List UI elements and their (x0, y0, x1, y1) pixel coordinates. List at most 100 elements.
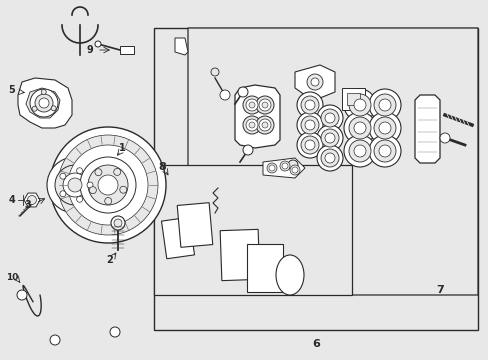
Circle shape (348, 94, 370, 116)
Circle shape (114, 168, 121, 175)
Polygon shape (346, 93, 359, 105)
Text: 10: 10 (6, 274, 18, 283)
Circle shape (58, 135, 158, 235)
Circle shape (262, 122, 267, 128)
Circle shape (296, 112, 323, 138)
Text: 3: 3 (24, 200, 31, 210)
Polygon shape (187, 28, 477, 295)
Circle shape (104, 198, 111, 204)
Circle shape (296, 132, 323, 158)
Polygon shape (177, 203, 212, 247)
Circle shape (17, 290, 27, 300)
Circle shape (282, 163, 287, 169)
Circle shape (320, 129, 338, 147)
Circle shape (325, 153, 334, 163)
Polygon shape (414, 95, 439, 163)
Circle shape (245, 99, 258, 111)
Polygon shape (220, 229, 259, 281)
Circle shape (238, 87, 247, 97)
Circle shape (439, 133, 449, 143)
Circle shape (210, 68, 219, 76)
Circle shape (280, 161, 289, 171)
Circle shape (320, 149, 338, 167)
Circle shape (373, 140, 395, 162)
Circle shape (95, 41, 101, 47)
Circle shape (316, 145, 342, 171)
Bar (120, 46, 134, 54)
Circle shape (114, 219, 122, 227)
Polygon shape (161, 217, 194, 259)
Text: 4: 4 (9, 195, 15, 205)
Circle shape (266, 163, 276, 173)
Circle shape (368, 89, 400, 121)
Circle shape (220, 90, 229, 100)
Polygon shape (24, 193, 40, 207)
Circle shape (243, 145, 252, 155)
Circle shape (89, 186, 96, 194)
Circle shape (301, 116, 318, 134)
Circle shape (32, 106, 37, 111)
Circle shape (296, 92, 323, 118)
Circle shape (68, 145, 148, 225)
Polygon shape (263, 158, 305, 178)
Polygon shape (341, 88, 364, 110)
Circle shape (320, 109, 338, 127)
Circle shape (63, 173, 87, 197)
Circle shape (50, 127, 165, 243)
Circle shape (305, 120, 314, 130)
Circle shape (268, 165, 274, 171)
Text: 9: 9 (86, 45, 93, 55)
Polygon shape (26, 88, 60, 118)
Circle shape (68, 178, 82, 192)
Circle shape (95, 169, 102, 176)
Circle shape (343, 135, 375, 167)
Polygon shape (18, 78, 72, 128)
Circle shape (301, 136, 318, 154)
Circle shape (80, 157, 136, 213)
Polygon shape (154, 165, 351, 295)
Circle shape (256, 96, 273, 114)
Circle shape (60, 191, 66, 197)
Text: 6: 6 (311, 339, 319, 349)
Circle shape (343, 89, 375, 121)
Circle shape (60, 173, 66, 179)
Circle shape (353, 145, 365, 157)
Circle shape (368, 112, 400, 144)
Circle shape (77, 168, 82, 174)
Circle shape (306, 74, 323, 90)
Circle shape (316, 125, 342, 151)
Circle shape (301, 96, 318, 114)
Circle shape (305, 140, 314, 150)
Circle shape (88, 165, 128, 205)
Circle shape (348, 140, 370, 162)
Circle shape (245, 119, 258, 131)
Circle shape (47, 157, 103, 213)
Circle shape (51, 106, 56, 111)
Circle shape (259, 99, 270, 111)
Polygon shape (154, 28, 477, 330)
Circle shape (87, 182, 93, 188)
Circle shape (353, 122, 365, 134)
Circle shape (110, 327, 120, 337)
Circle shape (378, 122, 390, 134)
Text: 1: 1 (119, 143, 125, 153)
Circle shape (243, 116, 261, 134)
Circle shape (35, 94, 53, 112)
Circle shape (325, 133, 334, 143)
Circle shape (55, 165, 95, 205)
Text: 8: 8 (158, 162, 165, 172)
Circle shape (41, 90, 46, 95)
Circle shape (262, 102, 267, 108)
Circle shape (353, 99, 365, 111)
Circle shape (287, 160, 297, 170)
Circle shape (378, 99, 390, 111)
Circle shape (98, 175, 118, 195)
Circle shape (343, 112, 375, 144)
Circle shape (243, 96, 261, 114)
Circle shape (289, 165, 299, 175)
Text: 7: 7 (435, 285, 443, 295)
Circle shape (30, 89, 58, 117)
Circle shape (27, 195, 37, 204)
Text: 2: 2 (106, 255, 113, 265)
Circle shape (310, 78, 318, 86)
